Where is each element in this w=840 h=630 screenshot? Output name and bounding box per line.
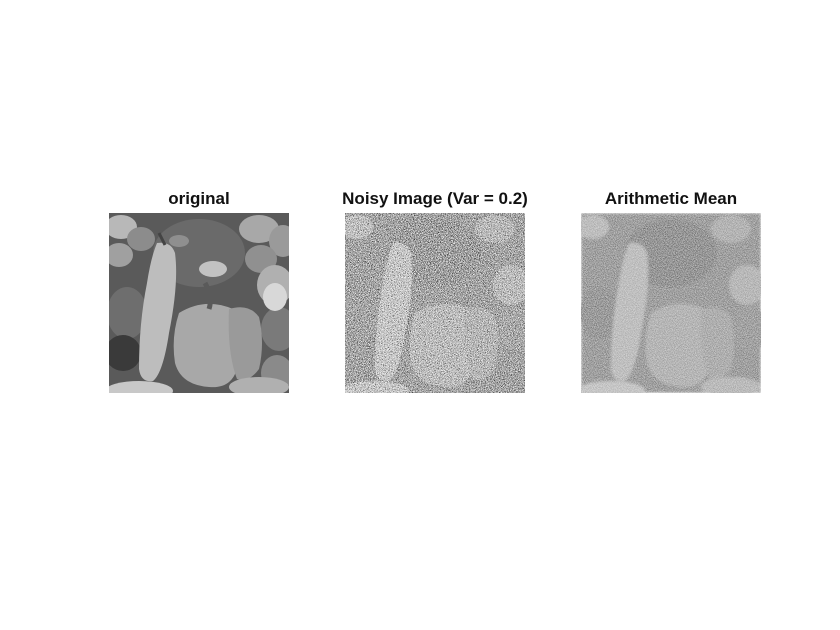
image-noisy: [345, 213, 525, 393]
panel-title-noisy: Noisy Image (Var = 0.2): [342, 189, 528, 208]
panel-title-arithmetic-mean: Arithmetic Mean: [604, 189, 738, 208]
panel-title-original: original: [168, 189, 230, 208]
image-original: [109, 213, 289, 393]
image-arithmetic-mean: [581, 213, 761, 393]
